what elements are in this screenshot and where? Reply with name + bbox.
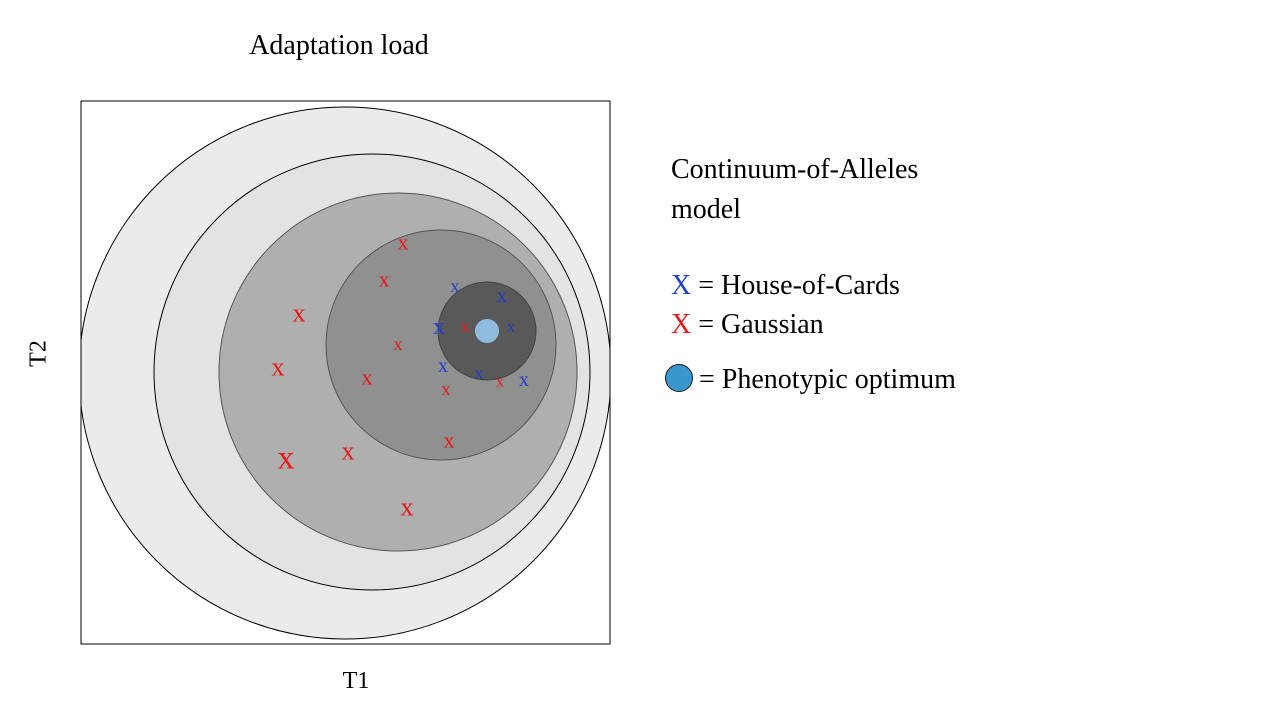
- gaussian-allele-marker: x: [442, 379, 451, 399]
- house-of-cards-allele-marker: x: [507, 319, 515, 336]
- gaussian-allele-marker: x: [496, 374, 504, 391]
- gaussian-allele-marker: x: [461, 316, 470, 336]
- gaussian-allele-marker: x: [362, 365, 373, 390]
- gaussian-allele-marker: x: [398, 230, 409, 255]
- y-axis-label: T2: [25, 340, 52, 367]
- gaussian-allele-marker: x: [394, 334, 403, 354]
- gaussian-allele-marker: x: [401, 493, 414, 522]
- gaussian-marker: X: [671, 309, 692, 340]
- gaussian-allele-marker: x: [272, 353, 285, 382]
- house-of-cards-allele-marker: x: [497, 285, 507, 307]
- legend-row-house-of-cards: X = House-of-Cards: [671, 266, 1071, 305]
- house-of-cards-allele-marker: x: [475, 363, 484, 383]
- gaussian-label: = Gaussian: [698, 309, 824, 340]
- gaussian-allele-marker: x: [278, 440, 295, 477]
- house-of-cards-allele-marker: x: [438, 355, 448, 377]
- gaussian-allele-marker: x: [293, 299, 306, 328]
- gaussian-allele-marker: x: [342, 437, 355, 466]
- house-of-cards-allele-marker: x: [519, 369, 529, 391]
- legend-model-title: Continuum-of-Alleles model: [671, 154, 919, 225]
- house-of-cards-allele-marker: x: [433, 314, 445, 340]
- gaussian-allele-marker: x: [379, 267, 390, 292]
- diagram-title: Adaptation load: [249, 30, 429, 61]
- gaussian-allele-marker: x: [444, 428, 455, 453]
- house-of-cards-allele-marker: x: [451, 276, 460, 296]
- house-of-cards-label: = House-of-Cards: [698, 270, 900, 301]
- x-axis-label: T1: [342, 668, 370, 694]
- legend: Continuum-of-Alleles model X = House-of-…: [665, 150, 1071, 399]
- legend-row-gaussian: X = Gaussian: [671, 305, 1071, 344]
- phenotypic-optimum-label: = Phenotypic optimum: [699, 364, 956, 395]
- phenotypic-optimum-icon: [665, 364, 693, 392]
- legend-row-optimum: = Phenotypic optimum: [665, 360, 1071, 399]
- phenotypic-optimum-dot: [475, 319, 499, 343]
- house-of-cards-marker: X: [671, 270, 692, 301]
